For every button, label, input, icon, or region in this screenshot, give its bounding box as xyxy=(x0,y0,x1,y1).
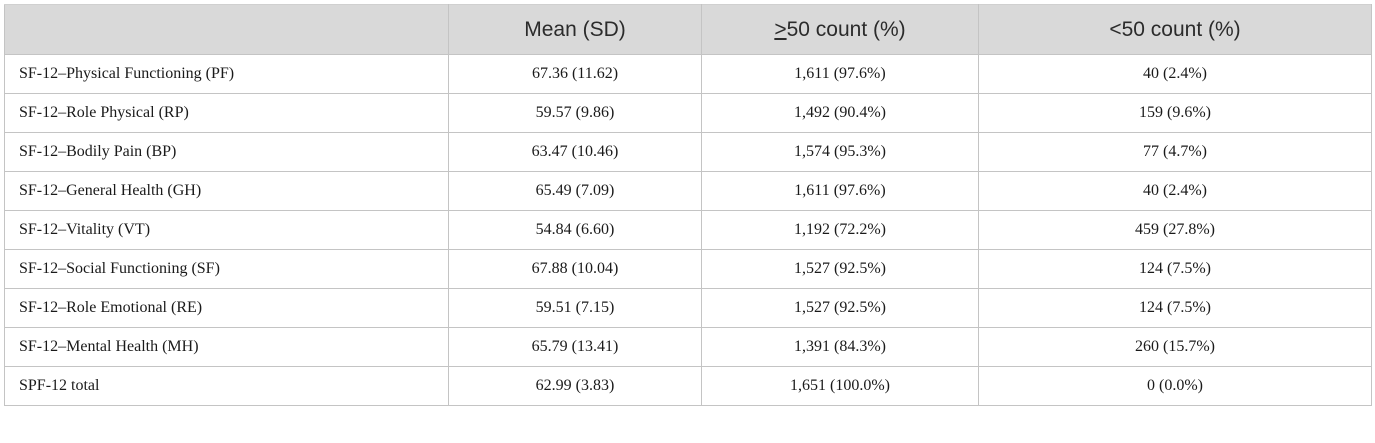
row-ge50-count: 1,527 (92.5%) xyxy=(701,249,979,289)
row-ge50-count: 1,492 (90.4%) xyxy=(701,93,979,133)
row-lt50-count: 124 (7.5%) xyxy=(978,288,1372,328)
row-lt50-count: 459 (27.8%) xyxy=(978,210,1372,250)
table-row: SF-12–Bodily Pain (BP) 63.47 (10.46) 1,5… xyxy=(4,132,1372,172)
row-ge50-count: 1,527 (92.5%) xyxy=(701,288,979,328)
row-label: SF-12–General Health (GH) xyxy=(4,171,449,211)
table-row: SF-12–Physical Functioning (PF) 67.36 (1… xyxy=(4,54,1372,94)
header-lt50-count: <50 count (%) xyxy=(978,4,1372,55)
row-label: SF-12–Vitality (VT) xyxy=(4,210,449,250)
table-row: SF-12–Social Functioning (SF) 67.88 (10.… xyxy=(4,249,1372,289)
table-row: SF-12–Mental Health (MH) 65.79 (13.41) 1… xyxy=(4,327,1372,367)
row-label: SF-12–Role Emotional (RE) xyxy=(4,288,449,328)
table-row: SF-12–General Health (GH) 65.49 (7.09) 1… xyxy=(4,171,1372,211)
row-mean-sd: 63.47 (10.46) xyxy=(448,132,702,172)
row-label: SF-12–Role Physical (RP) xyxy=(4,93,449,133)
row-label: SPF-12 total xyxy=(4,366,449,406)
header-ge50-text: 50 count (%) xyxy=(786,17,906,41)
row-label: SF-12–Physical Functioning (PF) xyxy=(4,54,449,94)
row-ge50-count: 1,391 (84.3%) xyxy=(701,327,979,367)
row-mean-sd: 65.79 (13.41) xyxy=(448,327,702,367)
row-mean-sd: 62.99 (3.83) xyxy=(448,366,702,406)
table-row: SF-12–Role Physical (RP) 59.57 (9.86) 1,… xyxy=(4,93,1372,133)
table-row: SF-12–Role Emotional (RE) 59.51 (7.15) 1… xyxy=(4,288,1372,328)
row-mean-sd: 59.57 (9.86) xyxy=(448,93,702,133)
row-ge50-count: 1,611 (97.6%) xyxy=(701,171,979,211)
row-lt50-count: 40 (2.4%) xyxy=(978,54,1372,94)
row-mean-sd: 65.49 (7.09) xyxy=(448,171,702,211)
row-lt50-count: 159 (9.6%) xyxy=(978,93,1372,133)
header-ge50-count: >50 count (%) xyxy=(701,4,979,55)
row-label: SF-12–Bodily Pain (BP) xyxy=(4,132,449,172)
table-header-row: Mean (SD) >50 count (%) <50 count (%) xyxy=(4,4,1372,55)
row-lt50-count: 124 (7.5%) xyxy=(978,249,1372,289)
row-mean-sd: 67.88 (10.04) xyxy=(448,249,702,289)
row-lt50-count: 0 (0.0%) xyxy=(978,366,1372,406)
row-ge50-count: 1,651 (100.0%) xyxy=(701,366,979,406)
sf12-results-table: Mean (SD) >50 count (%) <50 count (%) SF… xyxy=(4,4,1372,406)
row-lt50-count: 77 (4.7%) xyxy=(978,132,1372,172)
table-row: SPF-12 total 62.99 (3.83) 1,651 (100.0%)… xyxy=(4,366,1372,406)
row-lt50-count: 260 (15.7%) xyxy=(978,327,1372,367)
header-label-column xyxy=(4,4,449,55)
row-mean-sd: 54.84 (6.60) xyxy=(448,210,702,250)
header-ge50-symbol: > xyxy=(774,17,787,41)
row-ge50-count: 1,192 (72.2%) xyxy=(701,210,979,250)
row-ge50-count: 1,574 (95.3%) xyxy=(701,132,979,172)
header-mean-sd: Mean (SD) xyxy=(448,4,702,55)
row-mean-sd: 59.51 (7.15) xyxy=(448,288,702,328)
row-label: SF-12–Mental Health (MH) xyxy=(4,327,449,367)
row-lt50-count: 40 (2.4%) xyxy=(978,171,1372,211)
results-table-container: Mean (SD) >50 count (%) <50 count (%) SF… xyxy=(4,4,1372,406)
row-label: SF-12–Social Functioning (SF) xyxy=(4,249,449,289)
row-ge50-count: 1,611 (97.6%) xyxy=(701,54,979,94)
table-row: SF-12–Vitality (VT) 54.84 (6.60) 1,192 (… xyxy=(4,210,1372,250)
row-mean-sd: 67.36 (11.62) xyxy=(448,54,702,94)
